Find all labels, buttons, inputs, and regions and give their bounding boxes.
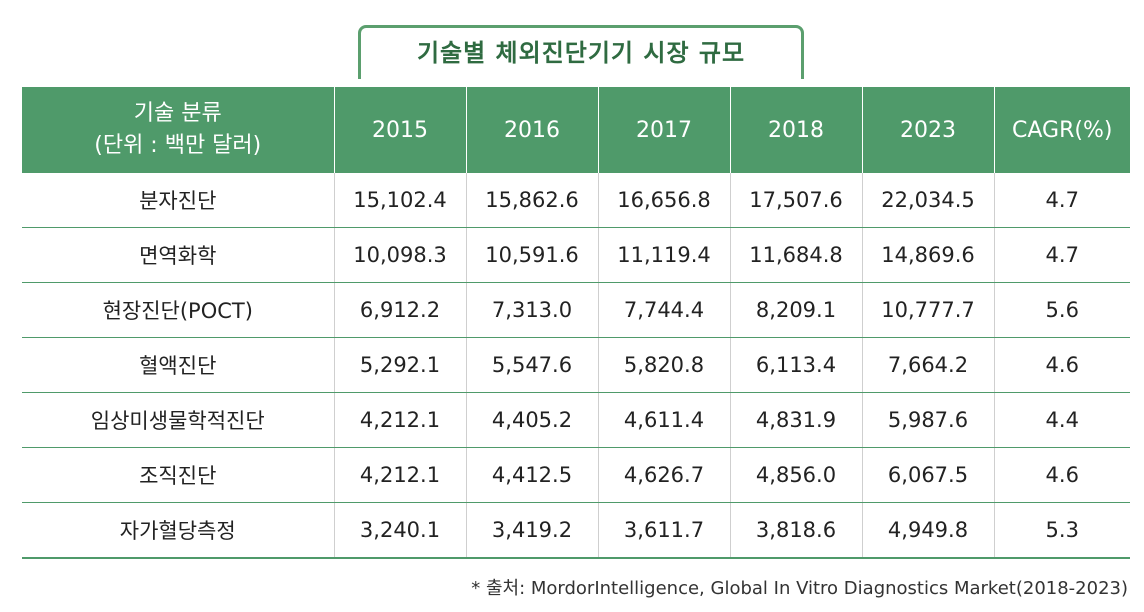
header-year: 2015 xyxy=(333,87,466,173)
header-unit-label: (단위 : 백만 달러) xyxy=(94,133,262,158)
value-cell: 11,119.4 xyxy=(597,227,730,283)
value-cell: 15,102.4 xyxy=(333,173,466,228)
value-cell: 22,034.5 xyxy=(861,173,994,228)
value-cell: 4,212.1 xyxy=(333,392,466,448)
table-row: 임상미생물학적진단 4,212.1 4,405.2 4,611.4 4,831.9 5,9… xyxy=(22,392,1130,448)
value-cell: 4,611.4 xyxy=(597,392,730,448)
value-cell: 3,240.1 xyxy=(333,502,466,559)
table-row: 분자진단 15,102.4 15,862.6 16,656.8 17,507.6 22,0… xyxy=(22,173,1130,228)
value-cell: 6,067.5 xyxy=(861,447,994,503)
cagr-cell: 4.6 xyxy=(993,337,1130,393)
cagr-cell: 4.6 xyxy=(993,447,1130,503)
value-cell: 5,987.6 xyxy=(861,392,994,448)
row-category: 현장진단(POCT) xyxy=(22,282,334,338)
market-size-table: 기술 분류 (단위 : 백만 달러) 2015 2016 2017 2018 2… xyxy=(22,87,1130,559)
value-cell: 5,292.1 xyxy=(333,337,466,393)
value-cell: 10,098.3 xyxy=(333,227,466,283)
table-row: 현장진단(POCT) 6,912.2 7,313.0 7,744.4 8,209.1 10… xyxy=(22,282,1130,338)
value-cell: 5,820.8 xyxy=(597,337,730,393)
table-row: 혈액진단 5,292.1 5,547.6 5,820.8 6,113.4 7,664.2 4… xyxy=(22,337,1130,393)
value-cell: 4,831.9 xyxy=(729,392,862,448)
header-year: 2018 xyxy=(729,87,862,173)
table-row: 면역화학 10,098.3 10,591.6 11,119.4 11,684.8 14,8… xyxy=(22,227,1130,283)
table-row: 자가혈당측정 3,240.1 3,419.2 3,611.7 3,818.6 4,949.… xyxy=(22,502,1130,559)
table-title-tab: 기술별 체외진단기기 시장 규모 xyxy=(358,25,804,79)
value-cell: 4,412.5 xyxy=(465,447,598,503)
row-category: 분자진단 xyxy=(22,173,334,228)
value-cell: 17,507.6 xyxy=(729,173,862,228)
row-category: 조직진단 xyxy=(22,447,334,503)
value-cell: 6,113.4 xyxy=(729,337,862,393)
table-row: 조직진단 4,212.1 4,412.5 4,626.7 4,856.0 6,067.5 4… xyxy=(22,447,1130,503)
value-cell: 4,856.0 xyxy=(729,447,862,503)
value-cell: 8,209.1 xyxy=(729,282,862,338)
value-cell: 4,212.1 xyxy=(333,447,466,503)
row-category: 자가혈당측정 xyxy=(22,502,334,559)
table-header-row: 기술 분류 (단위 : 백만 달러) 2015 2016 2017 2018 2… xyxy=(22,87,1130,173)
header-cagr: CAGR(%) xyxy=(993,87,1130,173)
value-cell: 6,912.2 xyxy=(333,282,466,338)
row-category: 임상미생물학적진단 xyxy=(22,392,334,448)
header-category-label: 기술 분류 xyxy=(133,101,222,126)
header-year: 2017 xyxy=(597,87,730,173)
header-year: 2016 xyxy=(465,87,598,173)
cagr-cell: 4.4 xyxy=(993,392,1130,448)
value-cell: 16,656.8 xyxy=(597,173,730,228)
value-cell: 4,949.8 xyxy=(861,502,994,559)
row-category: 면역화학 xyxy=(22,227,334,283)
value-cell: 5,547.6 xyxy=(465,337,598,393)
source-note: * 출처: MordorIntelligence, Global In Vitr… xyxy=(471,578,1128,599)
table-title: 기술별 체외진단기기 시장 규모 xyxy=(416,39,746,67)
header-year: 2023 xyxy=(861,87,994,173)
cagr-cell: 4.7 xyxy=(993,173,1130,228)
title-frame xyxy=(358,25,804,79)
value-cell: 11,684.8 xyxy=(729,227,862,283)
value-cell: 7,664.2 xyxy=(861,337,994,393)
value-cell: 3,419.2 xyxy=(465,502,598,559)
value-cell: 4,626.7 xyxy=(597,447,730,503)
row-category: 혈액진단 xyxy=(22,337,334,393)
cagr-cell: 4.7 xyxy=(993,227,1130,283)
value-cell: 3,611.7 xyxy=(597,502,730,559)
header-category: 기술 분류 (단위 : 백만 달러) xyxy=(22,87,334,173)
table-body: 분자진단 15,102.4 15,862.6 16,656.8 17,507.6 22,0… xyxy=(22,173,1130,559)
value-cell: 10,777.7 xyxy=(861,282,994,338)
value-cell: 3,818.6 xyxy=(729,502,862,559)
value-cell: 15,862.6 xyxy=(465,173,598,228)
value-cell: 10,591.6 xyxy=(465,227,598,283)
cagr-cell: 5.6 xyxy=(993,282,1130,338)
value-cell: 7,313.0 xyxy=(465,282,598,338)
value-cell: 14,869.6 xyxy=(861,227,994,283)
value-cell: 7,744.4 xyxy=(597,282,730,338)
value-cell: 4,405.2 xyxy=(465,392,598,448)
cagr-cell: 5.3 xyxy=(993,502,1130,559)
